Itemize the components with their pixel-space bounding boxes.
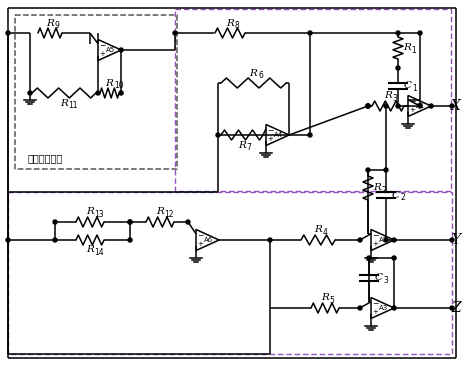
Circle shape bbox=[395, 66, 399, 70]
Circle shape bbox=[186, 220, 189, 224]
Text: 6: 6 bbox=[257, 71, 263, 80]
Circle shape bbox=[357, 306, 361, 310]
Circle shape bbox=[449, 104, 453, 108]
Text: −: − bbox=[408, 97, 414, 106]
Circle shape bbox=[128, 220, 131, 224]
Circle shape bbox=[365, 104, 369, 108]
Text: R: R bbox=[156, 208, 163, 216]
Text: R: R bbox=[86, 245, 94, 255]
Circle shape bbox=[53, 220, 57, 224]
Circle shape bbox=[128, 220, 131, 224]
Text: A5: A5 bbox=[106, 47, 115, 53]
Text: 5: 5 bbox=[329, 296, 334, 305]
Text: R: R bbox=[60, 99, 68, 107]
Text: R: R bbox=[106, 78, 113, 88]
Text: 7: 7 bbox=[246, 143, 251, 152]
Circle shape bbox=[395, 31, 399, 35]
Circle shape bbox=[6, 238, 10, 242]
Text: 3: 3 bbox=[383, 276, 388, 285]
Circle shape bbox=[449, 306, 453, 310]
Circle shape bbox=[395, 104, 399, 108]
Text: 8: 8 bbox=[234, 21, 239, 30]
Text: A3: A3 bbox=[379, 305, 388, 311]
Circle shape bbox=[6, 31, 10, 35]
Text: 1: 1 bbox=[411, 46, 415, 55]
Text: A2: A2 bbox=[379, 237, 388, 243]
Text: R: R bbox=[86, 208, 94, 216]
Circle shape bbox=[357, 238, 361, 242]
Text: A6: A6 bbox=[204, 237, 213, 243]
Text: 3: 3 bbox=[392, 94, 396, 103]
Text: 12: 12 bbox=[164, 210, 174, 219]
Circle shape bbox=[119, 91, 123, 95]
Circle shape bbox=[216, 133, 219, 137]
Circle shape bbox=[119, 48, 123, 52]
Text: A4: A4 bbox=[274, 132, 283, 138]
Text: −: − bbox=[99, 41, 105, 50]
Circle shape bbox=[428, 104, 432, 108]
Text: A1: A1 bbox=[415, 103, 425, 109]
Circle shape bbox=[53, 238, 57, 242]
Circle shape bbox=[391, 306, 395, 310]
Text: C: C bbox=[374, 273, 382, 283]
Text: 13: 13 bbox=[94, 210, 104, 219]
Circle shape bbox=[449, 238, 453, 242]
Text: −: − bbox=[196, 231, 203, 240]
Text: +: + bbox=[371, 309, 377, 315]
Circle shape bbox=[173, 31, 176, 35]
Text: +: + bbox=[197, 241, 202, 247]
Circle shape bbox=[365, 168, 369, 172]
Circle shape bbox=[268, 238, 271, 242]
Circle shape bbox=[383, 238, 387, 242]
Circle shape bbox=[366, 256, 370, 260]
Text: R: R bbox=[225, 18, 233, 28]
Circle shape bbox=[365, 104, 369, 108]
Text: C: C bbox=[403, 81, 411, 91]
Text: +: + bbox=[408, 107, 414, 113]
Circle shape bbox=[365, 104, 369, 108]
Circle shape bbox=[307, 31, 311, 35]
Text: Y: Y bbox=[450, 233, 460, 247]
Text: R: R bbox=[383, 92, 391, 100]
Circle shape bbox=[128, 238, 131, 242]
Text: +: + bbox=[267, 136, 272, 142]
Circle shape bbox=[383, 168, 387, 172]
Text: 2: 2 bbox=[381, 186, 385, 195]
Circle shape bbox=[417, 31, 421, 35]
Text: +: + bbox=[371, 241, 377, 247]
Text: R: R bbox=[313, 226, 321, 234]
Text: X: X bbox=[450, 99, 460, 113]
Circle shape bbox=[391, 256, 395, 260]
Circle shape bbox=[383, 104, 387, 108]
Circle shape bbox=[28, 91, 32, 95]
Text: R: R bbox=[238, 141, 245, 149]
Text: −: − bbox=[371, 231, 377, 240]
Text: R: R bbox=[320, 294, 328, 302]
Text: R: R bbox=[249, 68, 257, 78]
Text: 10: 10 bbox=[114, 81, 124, 90]
Text: R: R bbox=[46, 18, 54, 28]
Text: 4: 4 bbox=[322, 228, 327, 237]
Text: 滞回函数电路: 滞回函数电路 bbox=[28, 153, 63, 163]
Text: −: − bbox=[266, 126, 273, 135]
Text: 1: 1 bbox=[412, 84, 416, 93]
Circle shape bbox=[391, 238, 395, 242]
Circle shape bbox=[417, 104, 421, 108]
Text: C: C bbox=[391, 191, 399, 199]
Text: 2: 2 bbox=[400, 193, 404, 202]
Text: R: R bbox=[402, 43, 410, 53]
Text: 9: 9 bbox=[54, 21, 59, 30]
Circle shape bbox=[307, 133, 311, 137]
Text: Z: Z bbox=[450, 301, 460, 315]
Text: +: + bbox=[99, 51, 105, 57]
Text: 11: 11 bbox=[69, 101, 78, 110]
Text: 14: 14 bbox=[94, 248, 104, 257]
Text: R: R bbox=[372, 184, 380, 192]
Circle shape bbox=[96, 91, 100, 95]
Text: −: − bbox=[371, 299, 377, 308]
